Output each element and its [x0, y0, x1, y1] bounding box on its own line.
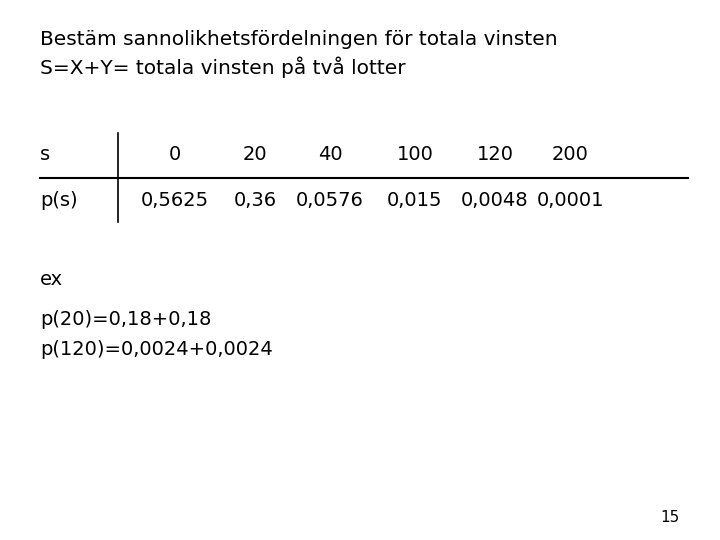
Text: 120: 120: [477, 145, 513, 165]
Text: 0,015: 0,015: [387, 191, 443, 210]
Text: ex: ex: [40, 270, 63, 289]
Text: p(120)=0,0024+0,0024: p(120)=0,0024+0,0024: [40, 340, 273, 359]
Text: 200: 200: [552, 145, 588, 165]
Text: Bestäm sannolikhetsfördelningen för totala vinsten: Bestäm sannolikhetsfördelningen för tota…: [40, 30, 557, 49]
Text: 0,0001: 0,0001: [536, 191, 604, 210]
Text: 0,0048: 0,0048: [462, 191, 528, 210]
Text: S=X+Y= totala vinsten på två lotter: S=X+Y= totala vinsten på två lotter: [40, 57, 405, 78]
Text: 0,0576: 0,0576: [296, 191, 364, 210]
Text: 40: 40: [318, 145, 342, 165]
Text: 0,36: 0,36: [233, 191, 276, 210]
Text: p(s): p(s): [40, 191, 78, 210]
Text: s: s: [40, 145, 50, 165]
Text: p(20)=0,18+0,18: p(20)=0,18+0,18: [40, 310, 212, 329]
Text: 0,5625: 0,5625: [141, 191, 209, 210]
Text: 15: 15: [661, 510, 680, 525]
Text: 0: 0: [169, 145, 181, 165]
Text: 20: 20: [243, 145, 267, 165]
Text: 100: 100: [397, 145, 433, 165]
